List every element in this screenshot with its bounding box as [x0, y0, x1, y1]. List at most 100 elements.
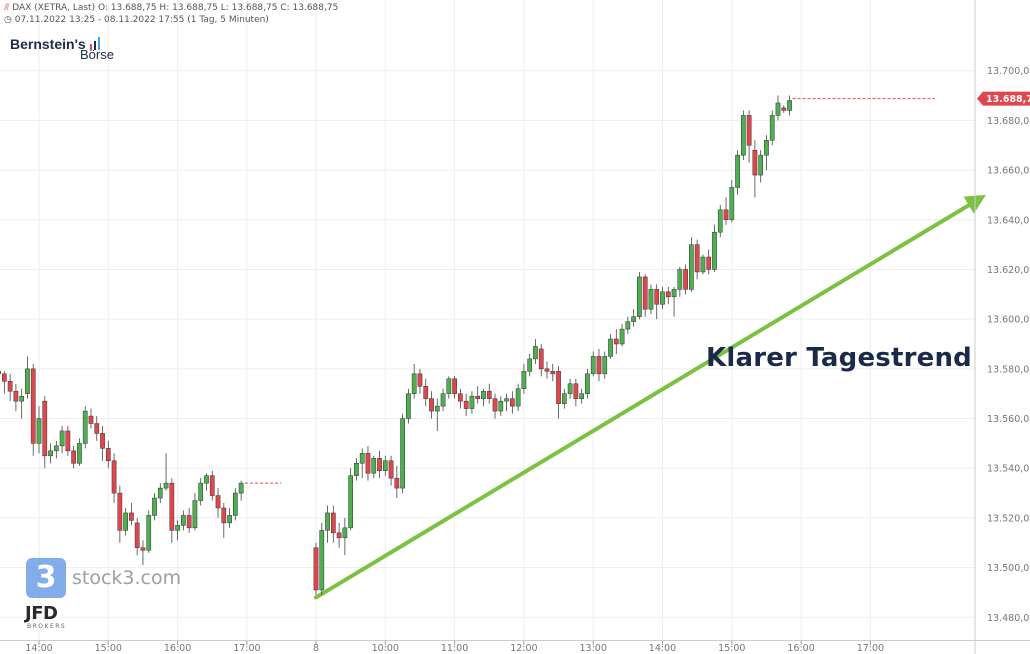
x-tick-label: 11:00: [441, 643, 468, 654]
candle-body: [544, 368, 550, 372]
candle-body: [394, 477, 400, 489]
candle-body: [365, 453, 371, 474]
candle: [77, 438, 82, 466]
candle: [233, 488, 238, 521]
candle-body: [163, 482, 169, 489]
candle-body: [192, 500, 198, 529]
candle: [105, 440, 111, 469]
candle: [163, 453, 169, 491]
candle: [330, 505, 336, 543]
last-price-badge: [977, 91, 1030, 106]
candle: [741, 110, 746, 161]
candle-body: [665, 291, 671, 298]
candle-body: [573, 383, 579, 399]
x-tick-label: 17:00: [857, 643, 884, 654]
candle: [400, 413, 405, 494]
candle: [215, 488, 221, 518]
candle-body: [446, 378, 452, 394]
candle-body: [458, 393, 463, 402]
candle: [475, 386, 481, 404]
candle: [544, 361, 550, 379]
candle: [694, 239, 700, 280]
candle-body: [65, 430, 71, 452]
y-tick-label: 13.620,00: [987, 265, 1030, 276]
candle: [619, 324, 625, 347]
candle: [706, 249, 712, 275]
candle-body: [521, 371, 527, 389]
candle: [365, 445, 371, 481]
candle-body: [411, 373, 417, 394]
y-tick-label: 13.680,00: [987, 116, 1030, 127]
x-tick-label: 14:00: [649, 643, 676, 654]
candle: [769, 110, 775, 146]
candle: [204, 473, 209, 491]
candle-body: [77, 443, 82, 464]
candle-body: [694, 244, 700, 273]
candle-body: [59, 430, 65, 447]
candle-body: [613, 338, 619, 345]
candle: [209, 470, 215, 501]
candle: [550, 363, 556, 382]
candle-body: [440, 393, 446, 407]
candle: [486, 383, 492, 404]
candle-body: [723, 209, 729, 221]
candle-body: [475, 395, 481, 399]
candle-body: [683, 269, 688, 290]
candle-body: [382, 460, 388, 471]
candle: [7, 373, 13, 402]
x-tick-label: 8: [313, 643, 319, 654]
candle-body: [105, 448, 111, 462]
candle-body: [233, 492, 238, 516]
candle-body: [429, 398, 434, 412]
candle: [13, 383, 19, 412]
candle: [36, 406, 42, 454]
trend-arrow-shaft: [314, 203, 971, 600]
candle: [82, 406, 88, 449]
candle: [458, 388, 463, 409]
broker-sub: BROKERS: [27, 623, 67, 630]
candle-body: [671, 289, 677, 298]
candle: [677, 266, 683, 297]
candle-body: [169, 482, 175, 531]
candle: [152, 493, 157, 521]
candle: [758, 150, 764, 183]
candle-body: [94, 423, 100, 434]
x-tick-label: 16:00: [164, 643, 191, 654]
candle: [129, 503, 134, 526]
candle-body: [227, 515, 232, 524]
candle: [313, 542, 319, 595]
candle: [388, 455, 394, 486]
candle-body: [510, 398, 515, 407]
candle: [94, 416, 100, 441]
candle-body: [198, 482, 204, 501]
candle-body: [123, 512, 128, 531]
candle: [181, 510, 186, 531]
candle: [382, 455, 388, 476]
candle: [579, 388, 584, 404]
candle: [712, 224, 717, 272]
candle: [140, 540, 146, 566]
candle-body: [787, 100, 792, 111]
candle-body: [400, 418, 405, 489]
candle-body: [13, 390, 19, 402]
candle-body: [746, 115, 752, 146]
candle: [700, 254, 706, 275]
candle-body: [2, 373, 7, 382]
candle-body: [556, 371, 561, 404]
candle: [336, 522, 342, 548]
candle: [53, 440, 59, 459]
candle-body: [463, 400, 469, 409]
candle-body: [752, 149, 758, 176]
candle-body: [330, 512, 336, 534]
candle-body: [486, 390, 492, 399]
y-tick-label: 13.520,00: [987, 513, 1030, 524]
candle-body: [741, 115, 746, 156]
candle-body: [181, 515, 186, 526]
candle-body: [567, 383, 573, 394]
candle-body: [729, 187, 735, 221]
y-tick-label: 13.480,00: [987, 613, 1030, 624]
last-price-tag: 13.688,75: [792, 91, 1030, 106]
y-tick-label: 13.540,00: [987, 464, 1030, 475]
candle-body: [585, 373, 590, 394]
candle-body: [689, 244, 694, 290]
